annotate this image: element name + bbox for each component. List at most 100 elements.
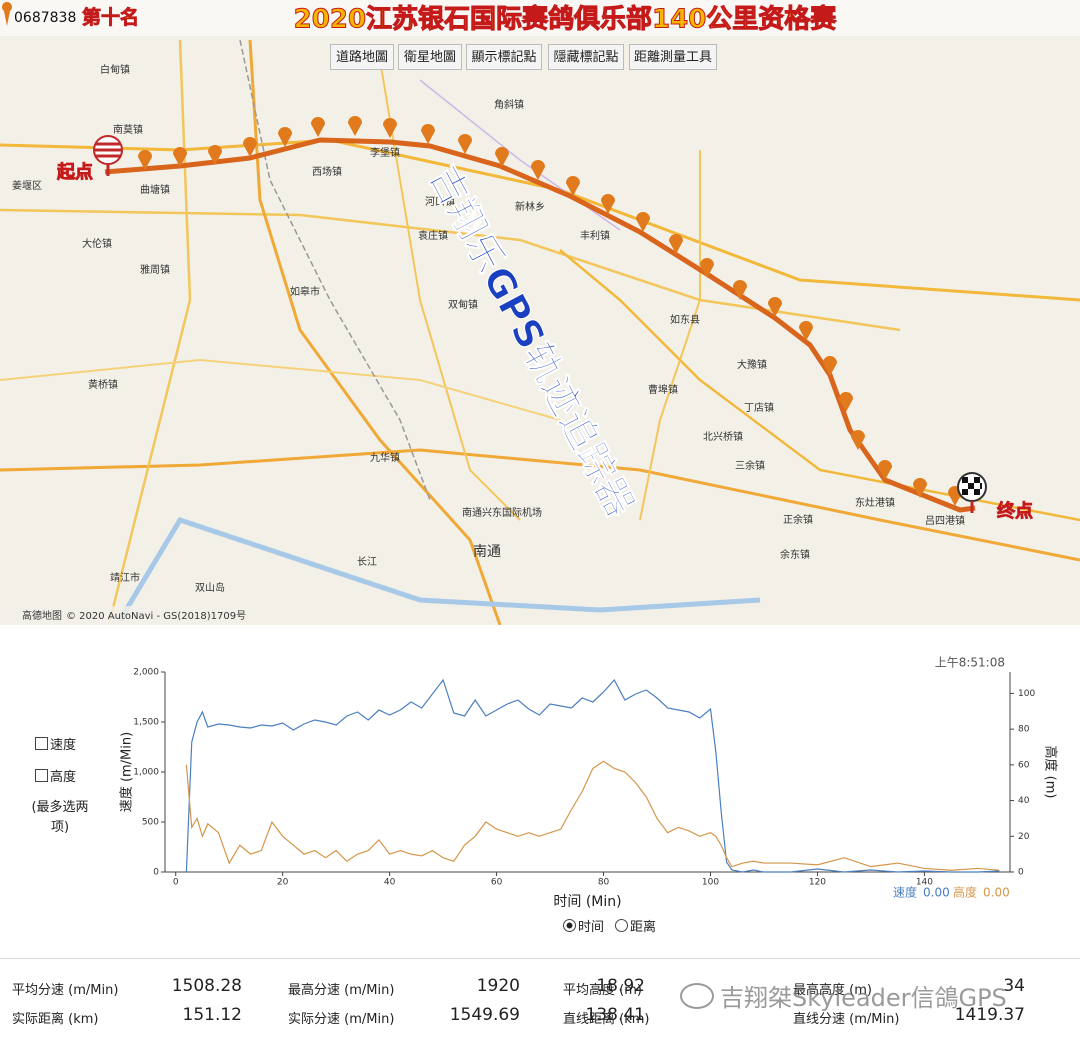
- track-pin: [851, 430, 865, 450]
- checkbox: [35, 737, 48, 750]
- x-tick-label: 80: [598, 878, 610, 888]
- track-pin: [138, 150, 152, 170]
- river: [117, 516, 761, 622]
- y2-tick-label: 100: [1018, 689, 1035, 699]
- place-label: 双山岛: [195, 581, 225, 594]
- page-title: 2020江苏银石国际赛鸽俱乐部140公里资格赛: [294, 4, 838, 35]
- place-label: 曲塘镇: [140, 183, 170, 196]
- track-pin: [768, 297, 782, 317]
- axis-radio[interactable]: 时间: [563, 916, 604, 935]
- map-copyright: © 2020 AutoNavi - GS(2018)1709号: [66, 610, 246, 622]
- stat-value: 1920: [476, 976, 520, 996]
- place-label: 大伦镇: [82, 237, 112, 250]
- stat-label: 平均分速 (m/Min): [12, 983, 119, 998]
- x-tick-label: 40: [384, 878, 396, 888]
- place-label: 如东县: [670, 313, 700, 326]
- x-tick-label: 100: [702, 878, 719, 888]
- x-tick-label: 140: [916, 878, 933, 888]
- map-button[interactable]: 顯示標記點: [466, 44, 542, 70]
- stat-label: 实际距离 (km): [12, 1012, 99, 1027]
- selection-note: (最多选两项): [31, 800, 89, 835]
- track-pin: [601, 194, 615, 214]
- flight-track: [104, 137, 976, 513]
- start-label: 起点: [56, 161, 93, 183]
- place-label: 袁庄镇: [418, 229, 448, 242]
- end-marker: [957, 472, 987, 513]
- stat-value: 1419.37: [954, 1005, 1025, 1025]
- y-tick-label: 1,000: [133, 768, 159, 778]
- y-axis-label: 速度 (m/Min): [119, 732, 135, 812]
- place-label: 南通: [473, 544, 501, 560]
- checkbox: [35, 769, 48, 782]
- track-pin: [173, 147, 187, 167]
- axis-radio[interactable]: 距离: [615, 916, 656, 935]
- radio: [615, 919, 628, 932]
- track-pin: [531, 160, 545, 180]
- x-axis-label: 时间 (Min): [553, 894, 621, 910]
- place-label: 如皋市: [290, 285, 320, 298]
- stat-label: 平均高度 (m): [563, 983, 642, 998]
- stat-value: 34: [1003, 976, 1025, 996]
- track-pin: [458, 134, 472, 154]
- track-pin: [421, 124, 435, 144]
- place-label: 新林乡: [515, 200, 545, 213]
- stat-label: 最高分速 (m/Min): [288, 983, 395, 998]
- place-label: 河口镇: [425, 195, 455, 208]
- track-pin: [495, 147, 509, 167]
- bird-id: 0687838: [14, 10, 76, 26]
- chart: 0 500 1,000 1,500 2,000 0 20 40 60 80 100 0 20 40 60 80…: [119, 656, 1059, 911]
- stat-label: 最高高度 (m): [793, 983, 872, 998]
- place-label: 曹埠镇: [648, 383, 678, 396]
- x-tick-label: 0: [173, 878, 179, 888]
- place-label: 西场镇: [312, 165, 342, 178]
- road: [0, 138, 1080, 302]
- track-pin: [823, 356, 837, 376]
- place-label: 双甸镇: [448, 298, 478, 311]
- copyright-bg: [0, 606, 240, 625]
- road: [248, 39, 502, 625]
- railway: [239, 39, 431, 501]
- place-label: 东灶港镇: [855, 496, 895, 509]
- track-markers: [138, 116, 962, 506]
- end-checker: [962, 477, 982, 495]
- x-tick-label: 120: [809, 878, 826, 888]
- series-line: [185, 678, 1000, 873]
- track-pin: [700, 258, 714, 278]
- stat-label: 直线分速 (m/Min): [793, 1012, 900, 1027]
- map-button[interactable]: 距離測量工具: [629, 44, 717, 70]
- stat-value: 138.41: [585, 1005, 645, 1025]
- stat-value: 151.12: [182, 1005, 242, 1025]
- header-pin: [1, 2, 12, 27]
- legend-name: 高度: [953, 885, 977, 900]
- x-tick-label: 60: [491, 878, 503, 888]
- map-button[interactable]: 隱藏標記點: [548, 44, 624, 70]
- track-pin: [636, 212, 650, 232]
- y2-axis-label: 高度 (m): [1043, 746, 1059, 799]
- track-pin: [839, 392, 853, 412]
- radio-label: 距离: [630, 920, 657, 935]
- place-label: 正余镇: [783, 513, 813, 526]
- legend-value: 0.00: [923, 886, 950, 900]
- track-pin: [278, 127, 292, 147]
- stat-label: 实际分速 (m/Min): [288, 1012, 395, 1027]
- stat-value: 1508.28: [171, 976, 242, 996]
- track-pin: [799, 321, 813, 341]
- series-checkbox[interactable]: 速度: [35, 734, 76, 753]
- start-marker: [93, 135, 123, 176]
- series-checkbox[interactable]: 高度: [35, 766, 76, 785]
- track-pin: [243, 137, 257, 157]
- watermark: 吉翔桀Skyleader信鴿GPS: [680, 978, 1007, 1013]
- y-tick-label: 2,000: [133, 668, 159, 678]
- place-label: 姜堰区: [12, 179, 42, 192]
- place-label: 南通兴东国际机场: [462, 506, 542, 519]
- map-button[interactable]: 道路地圖: [330, 44, 394, 70]
- map-button[interactable]: 衛星地圖: [398, 44, 462, 70]
- y2-tick-label: 40: [1018, 796, 1030, 806]
- road: [639, 150, 701, 521]
- checkbox-label: 高度: [50, 770, 77, 785]
- place-label: 白甸镇: [100, 63, 130, 76]
- place-label: 角斜镇: [494, 98, 524, 111]
